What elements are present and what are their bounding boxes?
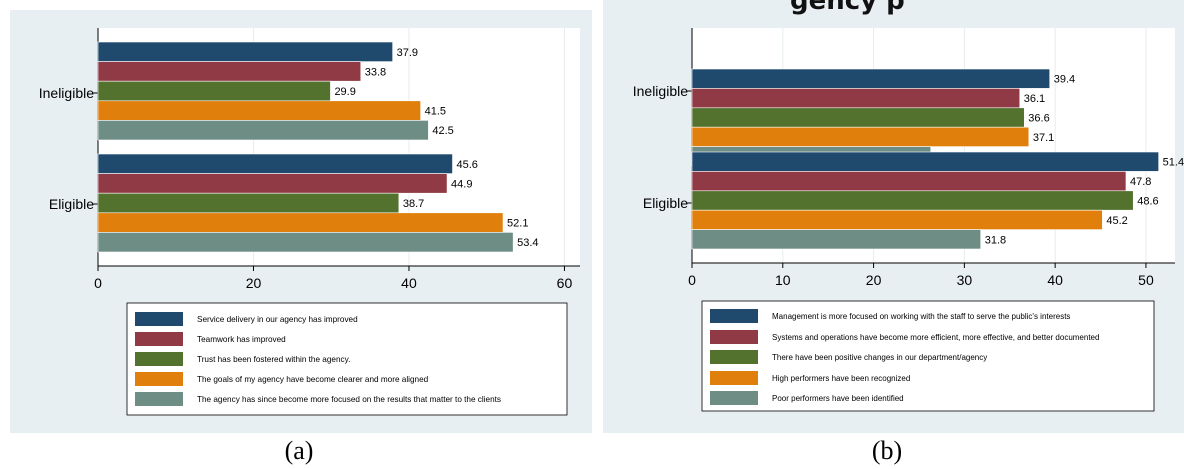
- panel-a-bar-value-label: 41.5: [425, 106, 446, 118]
- panel-a-bar: [97, 120, 429, 141]
- panel-b-category-label: Ineligible: [633, 83, 688, 99]
- panel-b-legend-label: Systems and operations have become more …: [772, 333, 1099, 342]
- panel-a-legend-box: [126, 302, 568, 416]
- panel-a-bar: [97, 153, 453, 174]
- panel-b-cropped-title: gency p: [790, 0, 905, 16]
- panel-b-legend-swatch: [710, 350, 758, 364]
- panel-b-legend-label: High performers have been recognized: [772, 374, 910, 383]
- panel-a-bar-value-label: 45.6: [457, 159, 478, 171]
- panel-b-bar-value-label: 45.2: [1106, 215, 1127, 227]
- panel-a-bar: [97, 173, 448, 194]
- panel-b-legend-swatch: [710, 330, 758, 344]
- panel-b-bar-value-label: 37.1: [1033, 132, 1054, 144]
- panel-a-bar: [97, 61, 362, 82]
- panel-b-bar: [691, 107, 1025, 128]
- panel-b-bar-value-label: 51.4: [1163, 157, 1184, 169]
- panel-a-x-tick-label: 60: [557, 275, 573, 291]
- panel-a-bar-value-label: 29.9: [334, 86, 355, 98]
- panel-a-bar-value-label: 38.7: [403, 198, 424, 210]
- panel-b-bar-value-label: 36.1: [1024, 93, 1045, 105]
- panel-a-bar-value-label: 42.5: [432, 125, 453, 137]
- caption-a: (a): [284, 436, 314, 465]
- caption-b: (b): [871, 436, 903, 465]
- panel-a-category-label: Eligible: [49, 196, 94, 212]
- panel-b-legend-label: Poor performers have been identified: [772, 394, 904, 403]
- panel-a-legend-label: The agency has since become more focused…: [197, 395, 501, 404]
- panel-b-x-tick-label: 40: [1047, 272, 1063, 288]
- panel-b-legend-box: [701, 300, 1155, 412]
- panel-b-legend-label: Management is more focused on working wi…: [772, 312, 1070, 321]
- panel-a-legend-label: The goals of my agency have become clear…: [197, 375, 429, 384]
- panel-b-bar: [691, 68, 1051, 89]
- panel-a-legend-swatch: [135, 392, 183, 406]
- panel-a-bar: [97, 100, 421, 121]
- panel-a-bar: [97, 232, 514, 253]
- panel-a-category-label: Ineligible: [39, 85, 94, 101]
- panel-b-bar: [691, 229, 982, 250]
- panel-a-bar-value-label: 37.9: [397, 47, 418, 59]
- panel-a-legend-label: Trust has been fostered within the agenc…: [197, 355, 350, 364]
- panel-a-x-tick-label: 0: [94, 275, 102, 291]
- panel-b-bar-value-label: 47.8: [1130, 176, 1151, 188]
- panel-b-bar-value-label: 36.6: [1028, 113, 1049, 125]
- panel-a-x-tick-label: 20: [246, 275, 262, 291]
- panel-b-legend-swatch: [710, 371, 758, 385]
- panel-a-bar: [97, 192, 400, 214]
- panel-a-bar: [97, 212, 504, 233]
- panel-b-x-tick-label: 20: [866, 272, 882, 288]
- panel-b-bar-value-label: 48.6: [1137, 196, 1158, 208]
- panel-b-bar: [691, 190, 1134, 211]
- panel-a-x-tick-label: 40: [401, 275, 417, 291]
- panel-b-category-label: Eligible: [643, 195, 688, 211]
- panel-b-bar-value-label: 31.8: [985, 234, 1006, 246]
- panel-b-bar: [691, 88, 1021, 109]
- panel-b-legend-swatch: [710, 309, 758, 323]
- panel-b-x-tick-label: 50: [1138, 272, 1154, 288]
- panel-b-bar: [691, 171, 1127, 192]
- panel-a-bar-value-label: 52.1: [507, 218, 528, 230]
- panel-a-bar: [97, 41, 393, 62]
- panel-b-bar: [691, 209, 1103, 230]
- panel-b-bar-value-label: 39.4: [1054, 74, 1075, 86]
- panel-a-legend-label: Teamwork has improved: [197, 335, 286, 344]
- panel-b-x-tick-label: 10: [775, 272, 791, 288]
- panel-a-bar-value-label: 33.8: [365, 66, 386, 78]
- panel-a-bar-value-label: 44.9: [451, 178, 472, 190]
- panel-a-bar: [97, 80, 331, 102]
- panel-b-bar: [691, 126, 1030, 147]
- panel-a-legend-label: Service delivery in our agency has impro…: [197, 315, 358, 324]
- panel-b-x-tick-label: 30: [957, 272, 973, 288]
- panel-b-legend-swatch: [710, 391, 758, 405]
- panel-a-legend-swatch: [135, 312, 183, 326]
- panel-a-legend-swatch: [135, 352, 183, 366]
- panel-a-legend-swatch: [135, 372, 183, 386]
- panel-b-bar: [691, 151, 1159, 172]
- panel-a-bar-value-label: 53.4: [517, 237, 538, 249]
- panel-a-legend-swatch: [135, 332, 183, 346]
- panel-b-legend-label: There have been positive changes in our …: [772, 353, 987, 362]
- panel-b-x-tick-label: 0: [688, 272, 696, 288]
